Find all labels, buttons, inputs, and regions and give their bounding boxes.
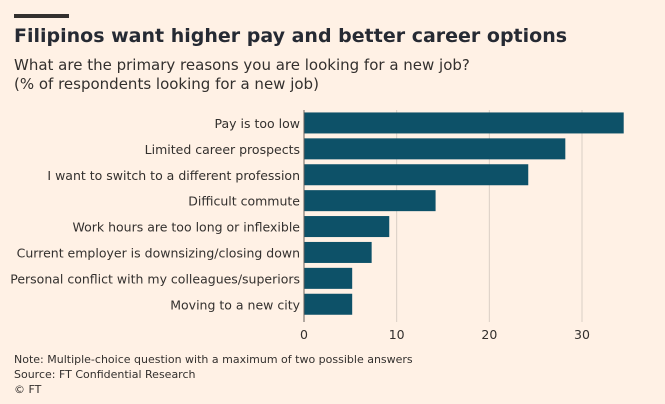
subtitle-line-2: (% of respondents looking for a new job) [14,75,319,93]
bar [304,241,372,263]
bar [304,138,566,160]
chart-footer: Note: Multiple-choice question with a ma… [14,352,413,397]
category-label: Work hours are too long or inflexible [72,220,300,235]
bar [304,216,390,238]
chart-subtitle: What are the primary reasons you are loo… [14,56,470,94]
x-tick-label: 10 [389,327,405,342]
category-label: Pay is too low [215,116,300,131]
category-label: Difficult commute [188,194,300,209]
top-rule [14,14,69,18]
chart-title: Filipinos want higher pay and better car… [14,25,568,47]
bar [304,293,353,315]
footer-note: Note: Multiple-choice question with a ma… [14,353,413,366]
bar [304,267,353,289]
category-label: Moving to a new city [170,297,300,312]
x-tick-label: 30 [574,327,590,342]
bar [304,164,529,186]
x-tick-label: 0 [300,327,308,342]
category-label: I want to switch to a different professi… [47,168,300,183]
bar [304,190,436,212]
bar [304,112,624,134]
subtitle-line-1: What are the primary reasons you are loo… [14,56,470,74]
category-label: Personal conflict with my colleagues/sup… [10,271,300,286]
footer-source: Source: FT Confidential Research [14,368,196,381]
category-label: Current employer is downsizing/closing d… [17,245,300,260]
footer-credit: © FT [14,383,42,396]
x-tick-label: 20 [481,327,497,342]
category-label: Limited career prospects [145,142,300,157]
